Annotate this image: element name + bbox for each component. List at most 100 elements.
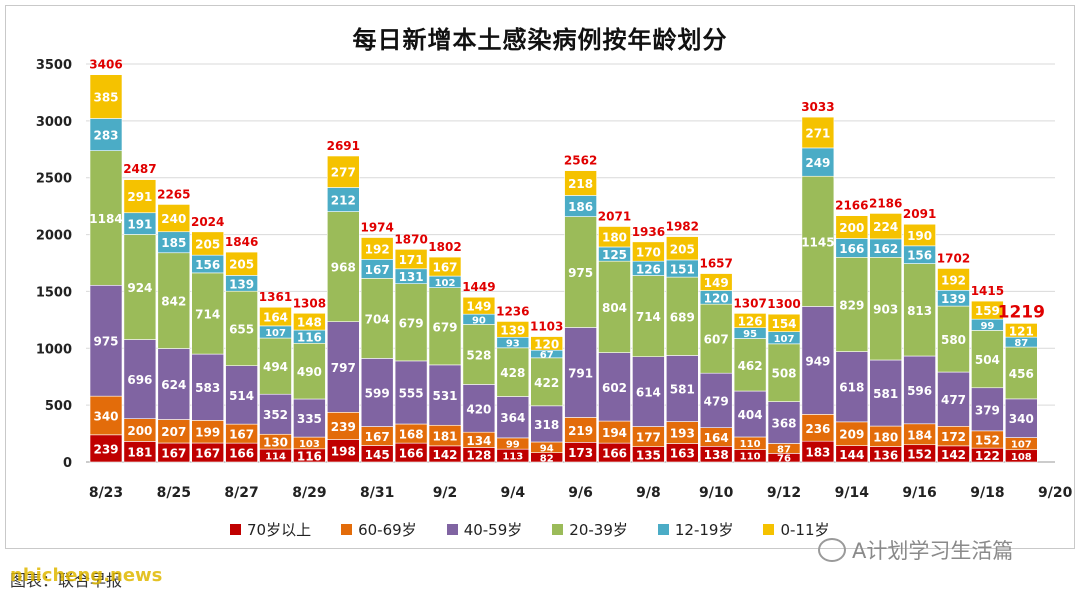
bar-segment: [191, 272, 224, 355]
segment-value-label: 291: [127, 190, 152, 204]
segment-value-label: 107: [774, 334, 795, 345]
segment-value-label: 531: [432, 389, 457, 403]
segment-value-label: 164: [263, 311, 288, 325]
bar-segment: [428, 364, 462, 426]
bar-segment: [699, 273, 733, 291]
segment-value-label: 120: [704, 291, 729, 305]
segment-value-label: 209: [839, 428, 864, 442]
segment-value-label: 528: [466, 348, 491, 362]
segment-value-label: 162: [873, 242, 898, 256]
total-value-label: 3406: [89, 58, 122, 72]
segment-value-label: 219: [568, 424, 593, 438]
legend-swatch: [657, 524, 669, 535]
legend-label: 20-39岁: [569, 521, 628, 539]
segment-value-label: 144: [839, 448, 864, 462]
segment-value-label: 655: [229, 322, 254, 336]
segment-value-label: 218: [568, 177, 593, 191]
bar-segment: [462, 384, 496, 433]
segment-value-label: 456: [1009, 367, 1034, 381]
segment-value-label: 198: [331, 445, 356, 459]
bar-segment: [971, 387, 1004, 432]
segment-value-label: 99: [506, 440, 520, 451]
total-value-label: 1103: [530, 320, 563, 334]
segment-value-label: 180: [873, 430, 898, 444]
bar-segment: [326, 155, 360, 188]
legend-swatch: [446, 524, 458, 535]
segment-value-label: 67: [540, 350, 554, 361]
segment-value-label: 126: [636, 262, 661, 276]
segment-value-label: 368: [771, 417, 796, 431]
segment-value-label: 151: [670, 263, 695, 277]
x-tick-label: 9/8: [636, 485, 661, 501]
segment-value-label: 1145: [801, 235, 834, 249]
segment-value-label: 508: [771, 367, 796, 381]
total-value-label: 2562: [564, 154, 597, 168]
segment-value-label: 797: [331, 361, 356, 375]
total-value-label: 2265: [157, 187, 190, 201]
bar-segment: [632, 356, 665, 427]
segment-value-label: 130: [263, 436, 288, 450]
segment-value-label: 110: [740, 452, 761, 463]
segment-value-label: 192: [365, 242, 390, 256]
segment-value-label: 184: [907, 428, 932, 442]
segment-value-label: 181: [432, 430, 457, 444]
bar-segment: [564, 417, 597, 443]
total-value-label: 1415: [971, 284, 1004, 298]
total-value-label: 1219: [998, 302, 1045, 322]
segment-value-label: 183: [805, 446, 830, 460]
y-tick-label: 500: [45, 399, 72, 414]
segment-value-label: 813: [907, 304, 932, 318]
bar-segment: [157, 348, 191, 420]
x-tick-label: 9/6: [568, 485, 593, 501]
bar-segment: [89, 150, 123, 286]
total-value-label: 1846: [225, 235, 258, 249]
y-tick-label: 3000: [36, 115, 72, 130]
bar-segment: [360, 237, 394, 260]
bar-segment: [665, 236, 699, 261]
x-tick-label: 9/12: [767, 485, 801, 501]
segment-value-label: 236: [805, 422, 830, 436]
segment-value-label: 340: [1009, 412, 1034, 426]
bar-segment: [699, 372, 733, 428]
segment-value-label: 166: [229, 447, 254, 461]
segment-value-label: 163: [670, 447, 695, 461]
segment-value-label: 704: [365, 312, 390, 326]
y-tick-label: 2000: [36, 229, 72, 244]
bar-segment: [598, 260, 631, 353]
total-value-label: 1657: [699, 257, 732, 271]
legend-swatch: [763, 524, 775, 535]
bar-segment: [394, 249, 428, 270]
segment-value-label: 172: [941, 430, 966, 444]
bar-segment: [530, 357, 564, 407]
segment-value-label: 618: [839, 381, 864, 395]
segment-value-label: 207: [161, 425, 186, 439]
bar-segment: [801, 414, 835, 442]
total-value-label: 1936: [632, 225, 665, 239]
segment-value-label: 494: [263, 360, 288, 374]
segment-value-label: 624: [161, 378, 186, 392]
bar-segment: [801, 116, 835, 149]
bar-segment: [394, 360, 428, 425]
legend-item: 70岁以上: [230, 519, 311, 540]
bar-segment: [801, 147, 835, 177]
segment-value-label: 87: [1014, 338, 1028, 349]
watermark: nhicheng.news: [10, 565, 163, 586]
bar-segment: [699, 303, 733, 374]
segment-value-label: 949: [805, 354, 830, 368]
bar-segment: [157, 204, 191, 233]
bar-segment: [903, 263, 936, 357]
total-value-label: 1974: [360, 221, 393, 235]
segment-value-label: 170: [636, 246, 661, 260]
segment-value-label: 335: [297, 412, 322, 426]
segment-value-label: 120: [534, 337, 559, 351]
bar-segment: [293, 398, 326, 438]
segment-value-label: 192: [941, 273, 966, 287]
segment-value-label: 555: [399, 386, 424, 400]
legend-swatch: [230, 524, 241, 535]
segment-value-label: 164: [704, 431, 729, 445]
segment-value-label: 186: [568, 200, 593, 214]
segment-value-label: 166: [602, 447, 627, 461]
segment-value-label: 422: [534, 376, 559, 390]
bar-segment: [123, 179, 157, 214]
segment-value-label: 385: [93, 91, 118, 105]
